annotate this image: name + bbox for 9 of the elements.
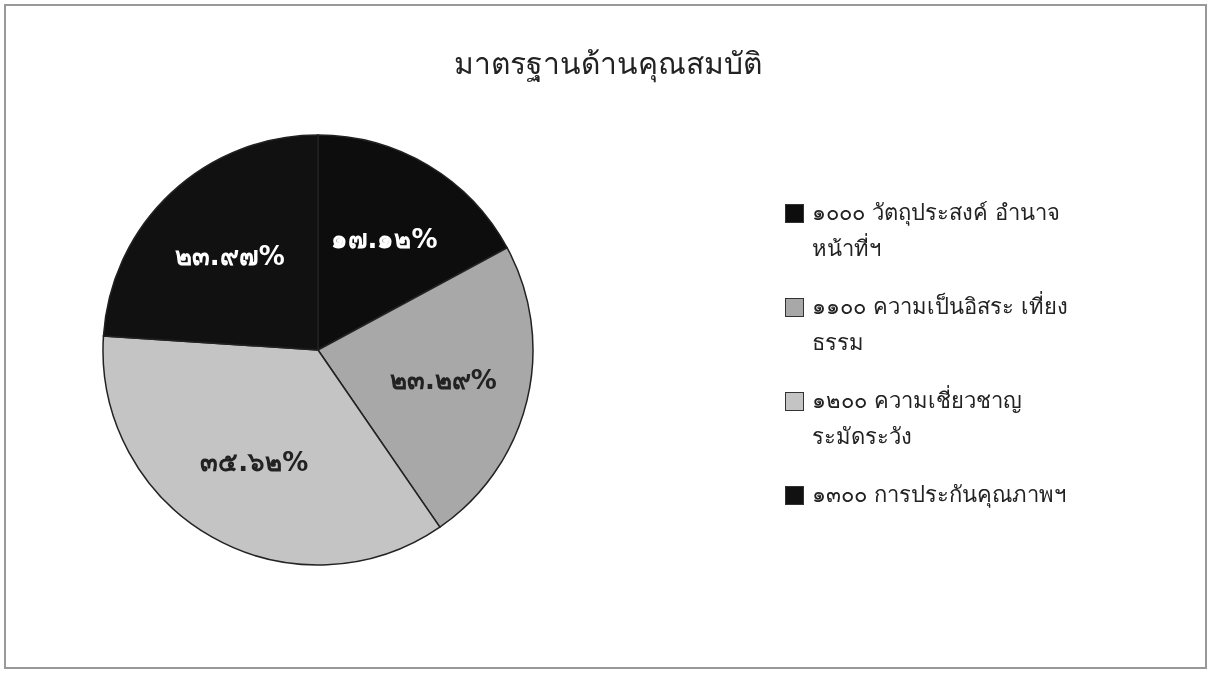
legend-label: ๑๓๐๐ การประกันคุณภาพฯ (812, 481, 1066, 510)
chart-title: มาตรฐานด้านคุณสมบัติ (452, 45, 763, 85)
legend-label: ๑๒๐๐ ความเชี่ยวชาญ ระมัดระวัง (812, 384, 1023, 451)
data-label: ๓๕.๖๒% (200, 447, 309, 478)
data-label: ๒๓.๒๙% (389, 365, 497, 396)
data-label: ๒๓.๙๗% (174, 240, 285, 271)
data-label: ๑๗.๑๒% (330, 224, 438, 255)
legend-label: ๑๑๐๐ ความเป็นอิสระ เที่ยงธรรม (812, 290, 1069, 357)
legend-label: ๑๐๐๐ วัตถุประสงค์ อำนาจหน้าที่ฯ (812, 199, 1061, 263)
